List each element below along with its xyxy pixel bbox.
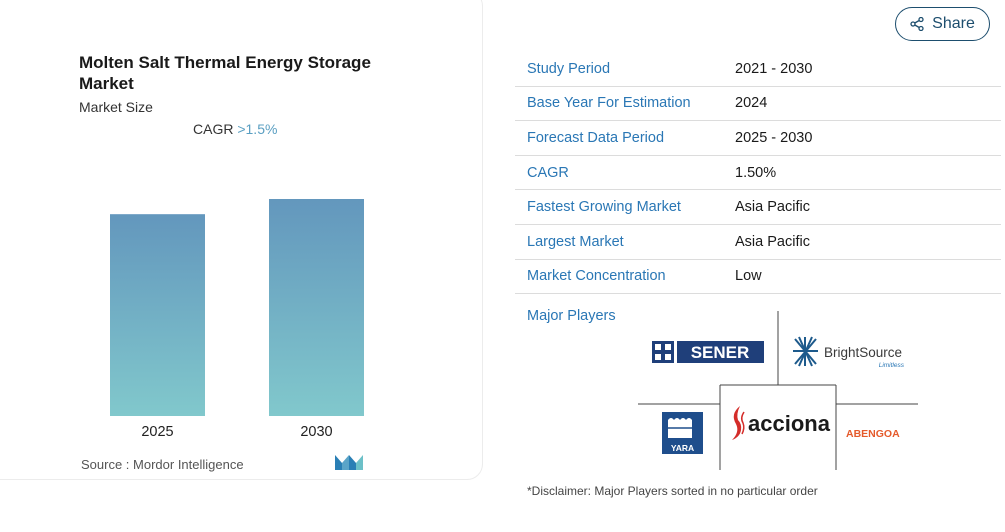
info-value: 2021 - 2030 xyxy=(735,60,813,77)
acciona-wordmark: acciona xyxy=(748,411,831,436)
sener-logo: SENER xyxy=(652,341,764,363)
brightsource-tagline: Limitless xyxy=(879,362,905,369)
chart-source: Source : Mordor Intelligence xyxy=(81,457,244,472)
chart-card xyxy=(0,0,483,480)
bar-label-2025: 2025 xyxy=(141,424,173,440)
info-label: Market Concentration xyxy=(527,268,666,285)
disclaimer: *Disclaimer: Major Players sorted in no … xyxy=(527,484,818,498)
brightsource-logo: BrightSource Limitless xyxy=(793,336,905,369)
acciona-logo: acciona xyxy=(732,406,831,440)
info-row-concentration: Market Concentration Low xyxy=(515,260,1001,295)
info-value: Asia Pacific xyxy=(735,199,810,216)
market-info-table: Study Period 2021 - 2030 Base Year For E… xyxy=(515,52,1001,295)
info-value: 2025 - 2030 xyxy=(735,129,813,146)
info-row-forecast-period: Forecast Data Period 2025 - 2030 xyxy=(515,121,1001,156)
brightsource-wordmark: BrightSource xyxy=(824,345,902,360)
bar-2030 xyxy=(269,199,364,416)
info-value: Low xyxy=(735,268,762,285)
info-row-study-period: Study Period 2021 - 2030 xyxy=(515,52,1001,87)
mordor-intelligence-logo xyxy=(335,455,363,470)
info-row-fastest-growing: Fastest Growing Market Asia Pacific xyxy=(515,190,1001,225)
info-label: CAGR xyxy=(527,164,569,181)
info-label: Largest Market xyxy=(527,233,624,250)
info-value: 2024 xyxy=(735,95,768,112)
yara-logo: YARA xyxy=(662,412,703,454)
cagr-label: CAGR xyxy=(193,121,234,137)
info-value: 1.50% xyxy=(735,164,777,181)
cagr-value: >1.5% xyxy=(237,121,278,137)
info-label: Base Year For Estimation xyxy=(527,95,691,112)
bar-chart: 2025 2030 xyxy=(110,199,364,440)
info-row-cagr: CAGR 1.50% xyxy=(515,156,1001,191)
info-row-base-year: Base Year For Estimation 2024 xyxy=(515,87,1001,122)
share-button[interactable]: Share xyxy=(895,7,990,41)
major-players-title: Major Players xyxy=(527,308,616,324)
info-value: Asia Pacific xyxy=(735,233,810,250)
bar-2025 xyxy=(110,214,205,416)
info-label: Forecast Data Period xyxy=(527,129,665,146)
sener-wordmark: SENER xyxy=(691,343,750,362)
info-label: Fastest Growing Market xyxy=(527,199,681,216)
info-row-largest-market: Largest Market Asia Pacific xyxy=(515,225,1001,260)
chart-subtitle: Market Size xyxy=(79,99,153,115)
share-label: Share xyxy=(932,15,975,32)
yara-wordmark: YARA xyxy=(671,443,694,453)
bar-label-2030: 2030 xyxy=(300,424,332,440)
share-icon xyxy=(910,17,924,31)
info-label: Study Period xyxy=(527,60,611,77)
abengoa-logo: ABENGOA xyxy=(846,428,900,440)
chart-title: Molten Salt Thermal Energy Storage Marke… xyxy=(79,53,371,93)
cagr-indicator: CAGR >1.5% xyxy=(193,121,277,137)
